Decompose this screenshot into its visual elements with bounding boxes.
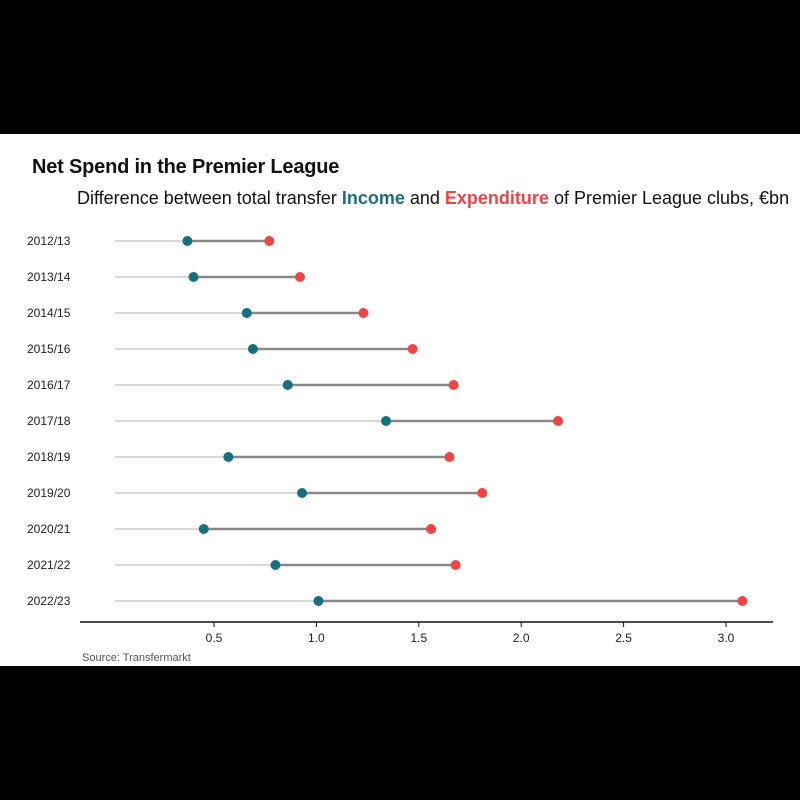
expenditure-point <box>407 344 418 354</box>
category-label: 2021/22 <box>27 558 71 572</box>
income-point <box>381 416 392 426</box>
expenditure-point <box>295 272 306 282</box>
x-tick-label: 1.0 <box>308 631 325 645</box>
subtitle-text-and: and <box>404 188 445 208</box>
category-label: 2020/21 <box>27 522 71 536</box>
expenditure-point <box>444 452 455 462</box>
chart-subtitle: Difference between total transfer Income… <box>77 188 789 209</box>
expenditure-point <box>358 308 369 318</box>
x-tick-label: 0.5 <box>206 631 223 645</box>
category-label: 2015/16 <box>27 342 71 356</box>
expenditure-point <box>448 380 459 390</box>
expenditure-point <box>477 488 488 498</box>
income-point <box>188 272 199 282</box>
subtitle-text-pre: Difference between total transfer <box>77 188 342 208</box>
category-label: 2012/13 <box>27 234 71 248</box>
income-point <box>198 524 209 534</box>
category-label: 2017/18 <box>27 414 71 428</box>
category-label: 2016/17 <box>27 378 71 392</box>
income-point <box>313 596 324 606</box>
chart-panel: Net Spend in the Premier League Differen… <box>0 134 800 666</box>
category-label: 2019/20 <box>27 486 71 500</box>
category-label: 2018/19 <box>27 450 71 464</box>
expenditure-point <box>737 596 748 606</box>
dumbbell-chart: 2012/13 2013/14 2014/15 2015/16 2016/17 2017/… <box>27 234 773 645</box>
income-point <box>282 380 293 390</box>
expenditure-point <box>450 560 461 570</box>
expenditure-point <box>264 236 275 246</box>
x-tick-label: 2.0 <box>513 631 530 645</box>
expenditure-point <box>426 524 437 534</box>
income-point <box>297 488 308 498</box>
category-label: 2022/23 <box>27 594 71 608</box>
x-tick-label: 1.5 <box>410 631 427 645</box>
income-point <box>270 560 281 570</box>
income-point <box>247 344 258 354</box>
income-point <box>223 452 234 462</box>
expenditure-point <box>553 416 564 426</box>
subtitle-expenditure-label: Expenditure <box>444 188 549 208</box>
category-label: 2013/14 <box>27 270 71 284</box>
income-point <box>241 308 252 318</box>
x-tick-label: 2.5 <box>615 631 632 645</box>
subtitle-text-post: of Premier League clubs, €bn <box>548 188 790 208</box>
income-point <box>182 236 193 246</box>
chart-title: Net Spend in the Premier League <box>32 156 340 178</box>
source-note: Source: Transfermarkt <box>82 652 191 664</box>
x-tick-label: 3.0 <box>718 631 735 645</box>
category-label: 2014/15 <box>27 306 71 320</box>
subtitle-income-label: Income <box>341 188 405 208</box>
